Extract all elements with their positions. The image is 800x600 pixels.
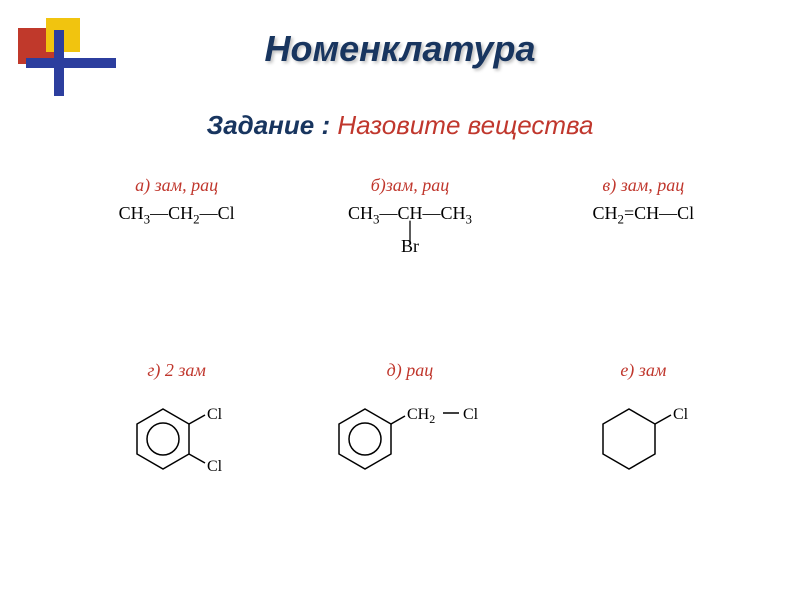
formula-a: CH3—CH2—Cl bbox=[119, 204, 235, 227]
v-ch2: CH bbox=[592, 203, 617, 223]
bond-line bbox=[655, 415, 671, 424]
aromatic-ring-icon bbox=[147, 423, 179, 455]
e-cl: Cl bbox=[673, 406, 689, 423]
b-ch: CH bbox=[397, 203, 422, 223]
a-cl: Cl bbox=[218, 203, 235, 223]
compound-b: б)зам, рац CH3—CH—CH3 │ Br bbox=[300, 175, 520, 257]
b-br: Br bbox=[348, 237, 472, 257]
task-line: Задание : Назовите вещества bbox=[0, 110, 800, 141]
b-sub3r: 3 bbox=[466, 212, 472, 227]
g-cl1: Cl bbox=[207, 406, 223, 423]
formula-b: CH3—CH—CH3 │ Br bbox=[348, 204, 472, 257]
bond-line bbox=[189, 415, 205, 424]
bond: — bbox=[659, 203, 677, 223]
b-ch3l: CH bbox=[348, 203, 373, 223]
hexagon-icon bbox=[339, 409, 391, 469]
slide-title: Номенклатура bbox=[0, 28, 800, 70]
label-e: е) зам bbox=[620, 360, 666, 381]
d-ch2: CH2 bbox=[407, 406, 435, 426]
compounds-row-1: а) зам, рац CH3—CH2—Cl б)зам, рац CH3—CH… bbox=[60, 175, 760, 257]
compound-v: в) зам, рац CH2=CH—Cl bbox=[533, 175, 753, 257]
formula-v: CH2=CH—Cl bbox=[592, 204, 694, 227]
compound-d: д) рац CH2 Cl bbox=[300, 360, 520, 509]
a-ch2: CH bbox=[168, 203, 193, 223]
compound-g: г) 2 зам Cl Cl bbox=[67, 360, 287, 509]
task-text: Назовите вещества bbox=[337, 110, 593, 140]
bond-line bbox=[391, 416, 405, 424]
compound-a: а) зам, рац CH3—CH2—Cl bbox=[67, 175, 287, 257]
label-v: в) зам, рац bbox=[602, 175, 684, 196]
bond: — bbox=[200, 203, 218, 223]
dbond: = bbox=[624, 203, 634, 223]
v-ch: CH bbox=[634, 203, 659, 223]
bond: — bbox=[422, 203, 440, 223]
g-cl2: Cl bbox=[207, 458, 223, 475]
v-cl: Cl bbox=[677, 203, 694, 223]
compounds-row-2: г) 2 зам Cl Cl д) рац CH2 bbox=[60, 360, 760, 509]
hexagon-icon bbox=[137, 409, 189, 469]
label-b: б)зам, рац bbox=[371, 175, 450, 196]
aromatic-ring-icon bbox=[349, 423, 381, 455]
label-d: д) рац bbox=[387, 360, 434, 381]
b-ch3r: CH bbox=[440, 203, 465, 223]
hexagon-icon bbox=[603, 409, 655, 469]
task-label: Задание : bbox=[206, 110, 337, 140]
label-a: а) зам, рац bbox=[135, 175, 218, 196]
structure-d: CH2 Cl bbox=[325, 389, 495, 509]
bond: — bbox=[150, 203, 168, 223]
structure-g: Cl Cl bbox=[117, 389, 237, 509]
label-g: г) 2 зам bbox=[147, 360, 206, 381]
structure-e: Cl bbox=[583, 389, 703, 509]
bond-line bbox=[189, 454, 205, 463]
a-ch3: CH bbox=[119, 203, 144, 223]
bond: — bbox=[379, 203, 397, 223]
d-cl: Cl bbox=[463, 406, 479, 423]
compound-e: е) зам Cl bbox=[533, 360, 753, 509]
